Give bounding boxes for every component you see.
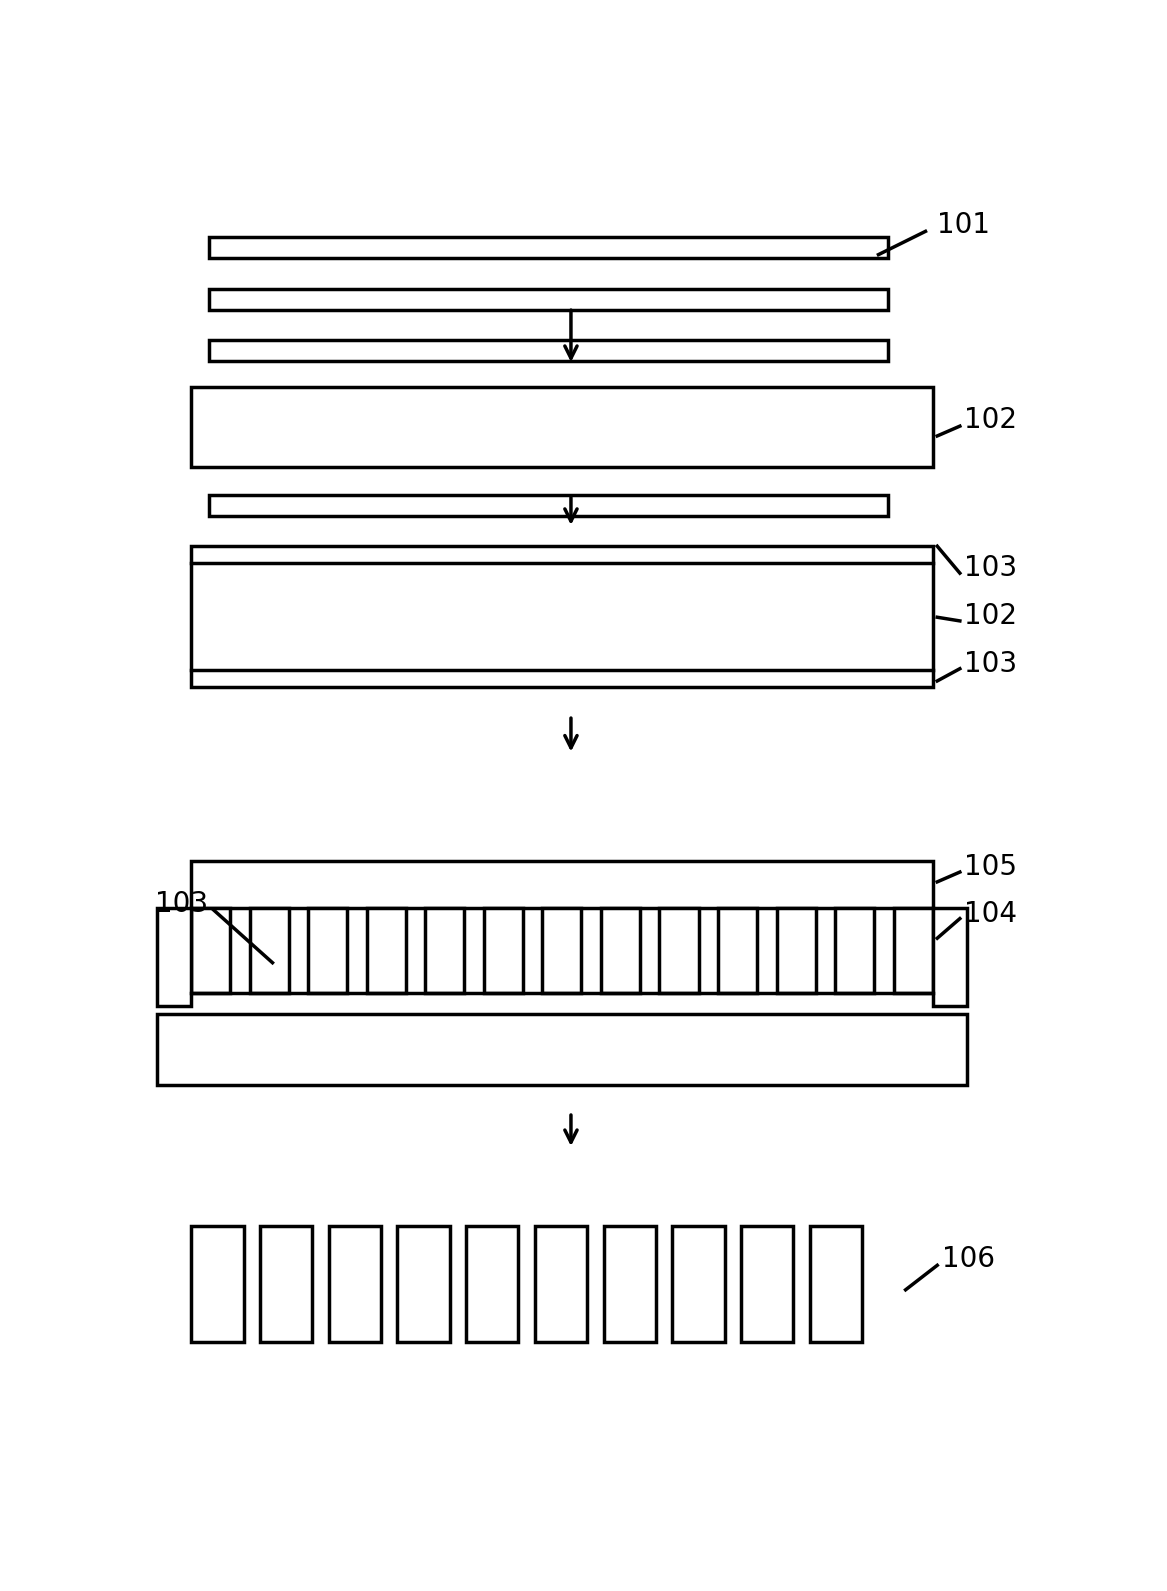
- Bar: [209, 495, 887, 515]
- Bar: [397, 1227, 449, 1343]
- Bar: [603, 1227, 656, 1343]
- Bar: [836, 907, 874, 993]
- Bar: [191, 387, 932, 466]
- Bar: [209, 237, 887, 258]
- Bar: [543, 907, 581, 993]
- Bar: [741, 1227, 794, 1343]
- Text: 104: 104: [964, 901, 1018, 928]
- Bar: [209, 340, 887, 361]
- Bar: [534, 1227, 587, 1343]
- Bar: [601, 907, 640, 993]
- Text: 102: 102: [964, 601, 1018, 630]
- Text: 101: 101: [937, 212, 991, 239]
- Bar: [260, 1227, 313, 1343]
- Bar: [191, 1227, 244, 1343]
- Bar: [659, 907, 699, 993]
- Bar: [484, 907, 523, 993]
- Bar: [191, 907, 230, 993]
- Bar: [156, 1013, 967, 1085]
- Text: 102: 102: [964, 406, 1018, 434]
- Bar: [209, 444, 887, 465]
- Text: 105: 105: [964, 853, 1018, 881]
- Bar: [425, 907, 464, 993]
- Text: 103: 103: [964, 649, 1018, 678]
- Bar: [156, 907, 191, 1006]
- Bar: [810, 1227, 862, 1343]
- Bar: [209, 290, 887, 310]
- Bar: [718, 907, 757, 993]
- Bar: [776, 907, 816, 993]
- Bar: [191, 861, 932, 907]
- Text: 106: 106: [942, 1246, 994, 1273]
- Text: 103: 103: [155, 889, 208, 918]
- Bar: [366, 907, 406, 993]
- Bar: [932, 907, 967, 1006]
- Bar: [250, 907, 288, 993]
- Bar: [191, 546, 932, 687]
- Bar: [672, 1227, 725, 1343]
- Bar: [466, 1227, 518, 1343]
- Bar: [894, 907, 932, 993]
- Text: 103: 103: [964, 554, 1018, 582]
- Bar: [209, 391, 887, 412]
- Bar: [308, 907, 348, 993]
- Bar: [329, 1227, 380, 1343]
